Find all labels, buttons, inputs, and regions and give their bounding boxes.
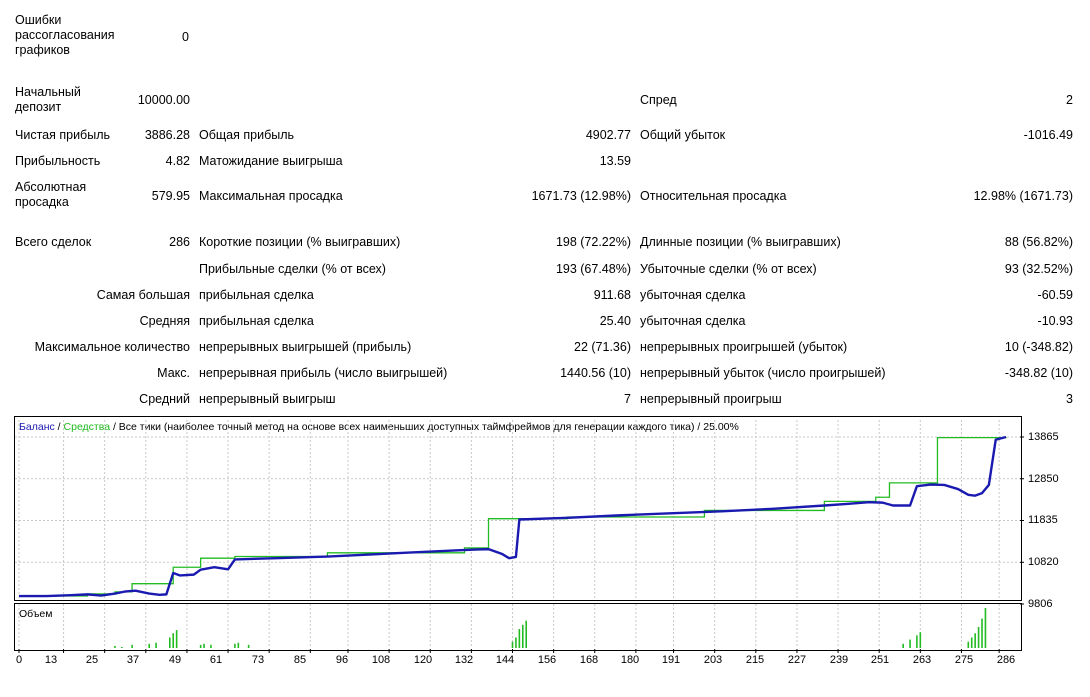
- long-positions-value: 88 (56.82%): [1004, 235, 1073, 249]
- gross-profit-label: Общая прибыль: [199, 128, 295, 142]
- x-tick-label: 61: [209, 654, 223, 666]
- x-tick-label: 215: [745, 654, 765, 666]
- max-consec-loss-label: непрерывный убыток (число проигрышей): [640, 366, 886, 380]
- max-consec-loss-value: -348.82 (10): [1004, 366, 1073, 380]
- mismatch-value: 0: [182, 30, 189, 44]
- x-tick-label: 25: [85, 654, 99, 666]
- max-label: Макс.: [157, 366, 190, 380]
- x-tick-label: 251: [870, 654, 890, 666]
- rel-drawdown-value: 12.98% (1671.73): [973, 189, 1073, 203]
- profit-factor-value: 4.82: [165, 154, 190, 168]
- short-positions-label: Короткие позиции (% выигравших): [199, 235, 401, 249]
- x-tick-label: 286: [996, 654, 1016, 666]
- expected-payoff-label: Матожидание выигрыша: [199, 154, 343, 168]
- average-profit-value: 25.40: [599, 314, 631, 328]
- max-consec-wins-value: 22 (71.36): [574, 340, 631, 354]
- largest-loss-value: -60.59: [1037, 288, 1073, 302]
- x-tick-label: 191: [661, 654, 681, 666]
- largest-label: Самая большая: [96, 288, 190, 302]
- volume-label: Объем: [19, 608, 53, 620]
- y-tick-label: 11835: [1028, 514, 1058, 526]
- avg-label: Средний: [139, 392, 190, 406]
- max-drawdown-label: Максимальная просадка: [199, 189, 343, 203]
- loss-trades-value: 93 (32.52%): [1004, 262, 1073, 276]
- avg-consec-losses-value: 3: [1066, 392, 1073, 406]
- x-tick-label: 96: [335, 654, 349, 666]
- legend-balance: Баланс: [19, 421, 55, 433]
- avg-consec-wins-value: 7: [624, 392, 631, 406]
- abs-drawdown-value: 579.95: [151, 189, 190, 203]
- max-consec-profit-value: 1440.56 (10): [560, 366, 631, 380]
- max-count-label: Максимальное количество: [34, 340, 190, 354]
- x-tick-label: 263: [912, 654, 932, 666]
- long-positions-label: Длинные позиции (% выигравших): [640, 235, 841, 249]
- avg-consec-losses-label: непрерывный проигрыш: [640, 392, 782, 406]
- max-consec-losses-label: непрерывных проигрышей (убыток): [640, 340, 848, 354]
- y-tick-label: 9806: [1028, 598, 1053, 610]
- short-positions-value: 198 (72.22%): [555, 235, 631, 249]
- abs-drawdown-label: Абсолютная просадка: [15, 180, 87, 209]
- expected-payoff-value: 13.59: [599, 154, 631, 168]
- x-tick-label: 120: [413, 654, 433, 666]
- x-tick-label: 85: [293, 654, 307, 666]
- balance-line: [19, 436, 1007, 597]
- largest-loss-label: убыточная сделка: [640, 288, 746, 302]
- initial-deposit-value: 10000.00: [137, 93, 190, 107]
- x-tick-label: 108: [371, 654, 391, 666]
- y-tick-label: 10820: [1028, 556, 1059, 568]
- x-tick-label: 13: [44, 654, 58, 666]
- profit-trades-value: 193 (67.48%): [555, 262, 631, 276]
- average-profit-label: прибыльная сделка: [199, 314, 314, 328]
- gross-profit-value: 4902.77: [585, 128, 631, 142]
- x-tick-label: 180: [620, 654, 640, 666]
- net-profit-label: Чистая прибыль: [15, 128, 110, 142]
- x-tick-label: 239: [829, 654, 849, 666]
- initial-deposit-label: Начальный депозит: [15, 85, 81, 114]
- x-tick-label: 73: [251, 654, 265, 666]
- x-tick-label: 227: [787, 654, 807, 666]
- largest-profit-label: прибыльная сделка: [199, 288, 314, 302]
- y-tick-label: 13865: [1028, 431, 1059, 443]
- largest-profit-value: 911.68: [593, 288, 631, 302]
- x-tick-label: 203: [703, 654, 723, 666]
- x-tick-label: 0: [15, 654, 23, 666]
- x-tick-label: 49: [168, 654, 182, 666]
- max-drawdown-value: 1671.73 (12.98%): [531, 189, 631, 203]
- total-trades-value: 286: [169, 235, 190, 249]
- max-consec-profit-label: непрерывная прибыль (число выигрышей): [199, 366, 448, 380]
- volume-chart-panel: Объем: [14, 603, 1022, 651]
- average-loss-label: убыточная сделка: [640, 314, 746, 328]
- gross-loss-value: -1016.49: [1023, 128, 1073, 142]
- net-profit-value: 3886.28: [144, 128, 190, 142]
- balance-chart-panel: Баланс / Средства / Все тики (наиболее т…: [14, 416, 1022, 601]
- max-consec-wins-label: непрерывных выигрышей (прибыль): [199, 340, 412, 354]
- x-tick-label: 37: [126, 654, 140, 666]
- x-tick-label: 275: [954, 654, 974, 666]
- x-tick-label: 156: [537, 654, 557, 666]
- mismatch-label: Ошибки рассогласования графиков: [15, 13, 115, 57]
- x-tick-label: 132: [454, 654, 474, 666]
- x-tick-label: 168: [579, 654, 599, 666]
- y-tick-label: 12850: [1028, 473, 1059, 485]
- x-tick-label: 144: [495, 654, 515, 666]
- rel-drawdown-label: Относительная просадка: [640, 189, 787, 203]
- spread-label: Спред: [640, 93, 677, 107]
- legend-equity: Средства: [63, 421, 111, 433]
- loss-trades-label: Убыточные сделки (% от всех): [640, 262, 817, 276]
- max-consec-losses-value: 10 (-348.82): [1004, 340, 1073, 354]
- profit-factor-label: Прибыльность: [15, 154, 101, 168]
- total-trades-label: Всего сделок: [15, 235, 92, 249]
- legend-sep: /: [54, 421, 64, 433]
- average-loss-value: -10.93: [1037, 314, 1073, 328]
- avg-consec-wins-label: непрерывный выигрыш: [199, 392, 336, 406]
- average-label: Средняя: [139, 314, 190, 328]
- profit-trades-label: Прибыльные сделки (% от всех): [199, 262, 386, 276]
- spread-value: 2: [1066, 93, 1073, 107]
- gross-loss-label: Общий убыток: [640, 128, 726, 142]
- equity-line: [19, 435, 1007, 598]
